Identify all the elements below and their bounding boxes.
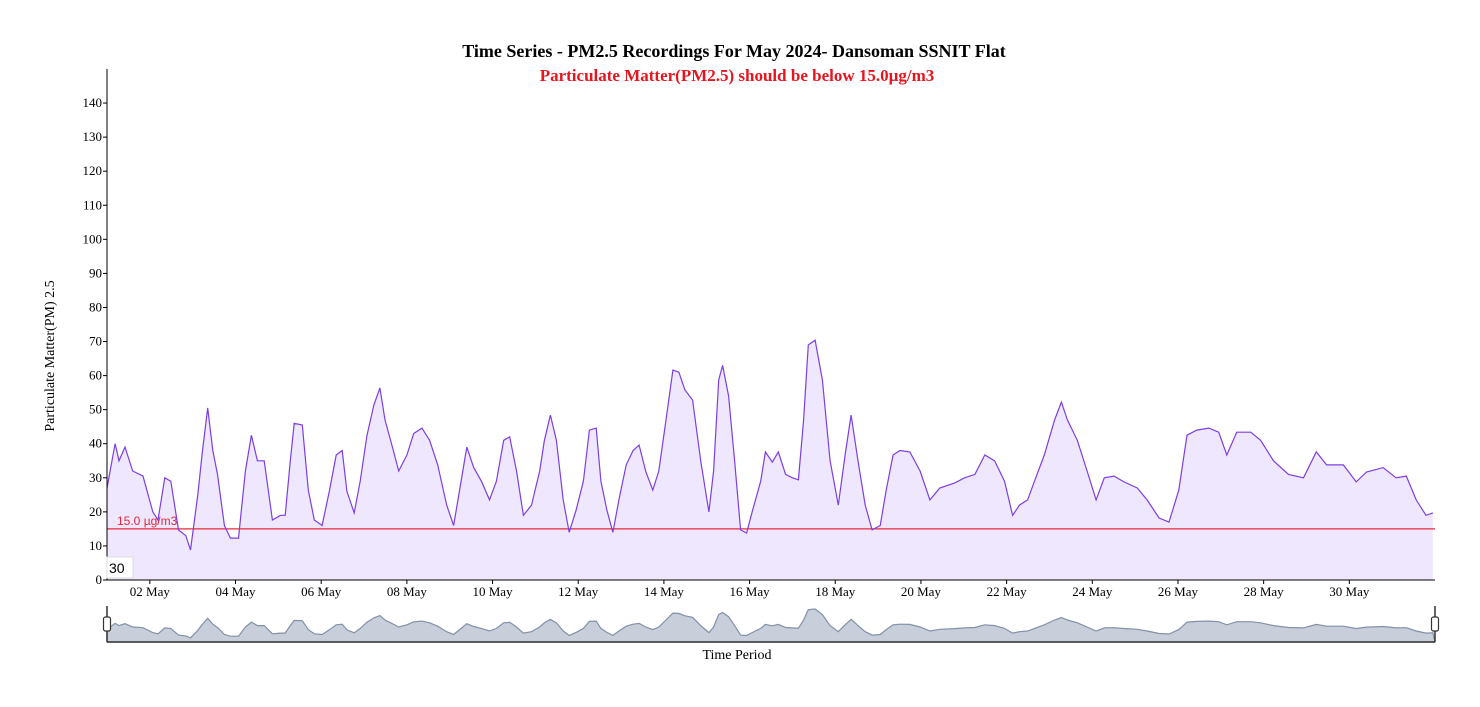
chart-title: Time Series - PM2.5 Recordings For May 2… xyxy=(462,41,1005,61)
x-tick-label: 06 May xyxy=(301,584,342,599)
y-tick-label: 50 xyxy=(89,402,102,417)
x-tick-label: 26 May xyxy=(1158,584,1199,599)
area-fill xyxy=(107,340,1433,580)
y-tick-label: 90 xyxy=(89,265,102,280)
x-tick-label: 16 May xyxy=(730,584,771,599)
x-tick-label: 02 May xyxy=(130,584,171,599)
y-tick-label: 110 xyxy=(83,197,102,212)
x-tick-label: 14 May xyxy=(644,584,685,599)
x-tick-label: 08 May xyxy=(387,584,428,599)
data-line xyxy=(106,339,1434,551)
x-tick-label: 28 May xyxy=(1244,584,1285,599)
x-tick-label: 24 May xyxy=(1072,584,1113,599)
navigator-handle[interactable] xyxy=(1430,616,1440,632)
y-tick-label: 80 xyxy=(89,299,102,314)
x-axis-label: Time Period xyxy=(702,648,771,663)
y-tick-label: 0 xyxy=(96,572,103,587)
y-tick-label: 40 xyxy=(89,436,102,451)
y-tick-label: 120 xyxy=(83,163,103,178)
y-tick-label: 140 xyxy=(83,95,103,110)
period-box-text: 30 xyxy=(109,560,125,576)
y-axis-label: Particulate Matter(PM) 2.5 xyxy=(43,280,58,431)
x-tick-label: 18 May xyxy=(815,584,856,599)
navigator-area xyxy=(106,608,1436,643)
x-tick-label: 10 May xyxy=(473,584,514,599)
x-tick-label: 30 May xyxy=(1329,584,1370,599)
x-tick-label: 22 May xyxy=(987,584,1028,599)
x-tick-label: 04 May xyxy=(215,584,256,599)
y-tick-label: 10 xyxy=(89,538,102,553)
period-box[interactable] xyxy=(106,556,134,579)
y-tick-label: 100 xyxy=(83,231,103,246)
y-tick-label: 70 xyxy=(89,334,102,349)
x-tick-label: 20 May xyxy=(901,584,942,599)
y-tick-label: 20 xyxy=(89,504,102,519)
x-tick-label: 12 May xyxy=(558,584,599,599)
y-tick-label: 130 xyxy=(83,129,103,144)
navigator-handle[interactable] xyxy=(102,616,112,632)
y-tick-label: 60 xyxy=(89,368,102,383)
threshold-label: 15.0 µg/m3 xyxy=(117,514,178,528)
y-tick-label: 30 xyxy=(89,470,102,485)
chart-subtitle: Particulate Matter(PM2.5) should be belo… xyxy=(540,66,935,85)
